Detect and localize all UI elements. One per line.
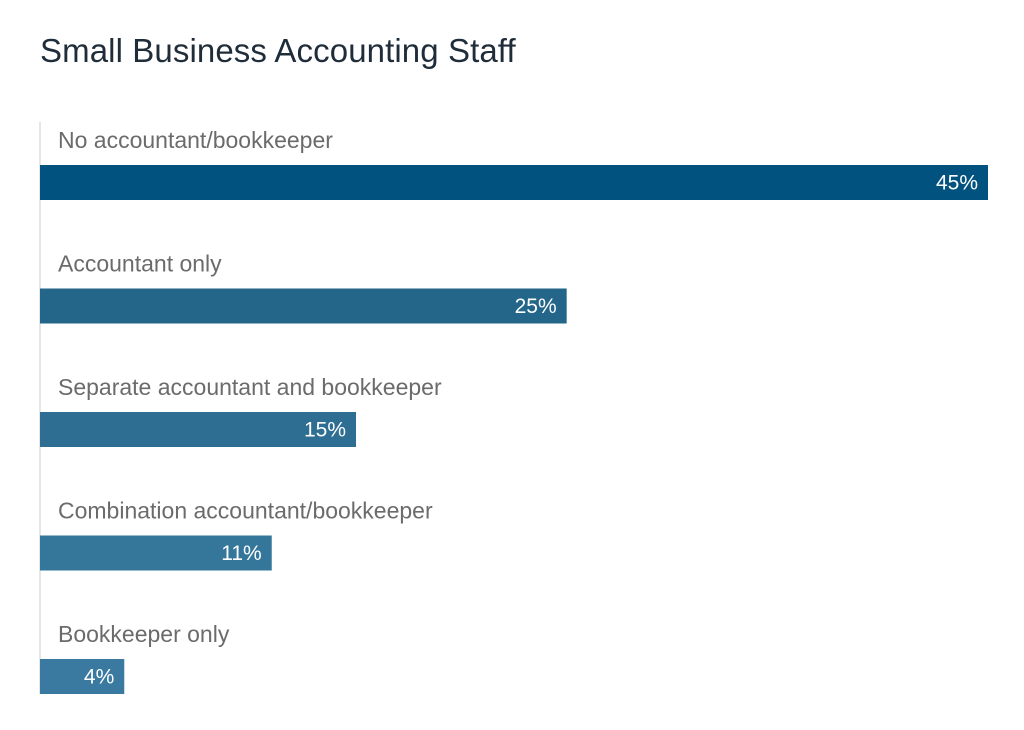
bar	[40, 165, 988, 200]
category-label: No accountant/bookkeeper	[58, 127, 333, 153]
value-label: 4%	[84, 666, 114, 689]
value-label: 25%	[515, 295, 557, 318]
bars-group: No accountant/bookkeeper 45% Accountant on…	[40, 127, 988, 694]
chart-title: Small Business Accounting Staff	[40, 32, 516, 69]
value-label: 45%	[936, 172, 978, 195]
category-label: Bookkeeper only	[58, 621, 230, 647]
category-label: Combination accountant/bookkeeper	[58, 498, 433, 524]
value-label: 15%	[304, 419, 346, 442]
bar	[40, 659, 125, 694]
category-label: Separate accountant and bookkeeper	[58, 374, 442, 400]
bar	[40, 535, 272, 571]
bar	[40, 288, 567, 324]
category-label: Accountant only	[58, 251, 222, 277]
value-label: 11%	[221, 542, 261, 565]
bar	[40, 412, 356, 447]
